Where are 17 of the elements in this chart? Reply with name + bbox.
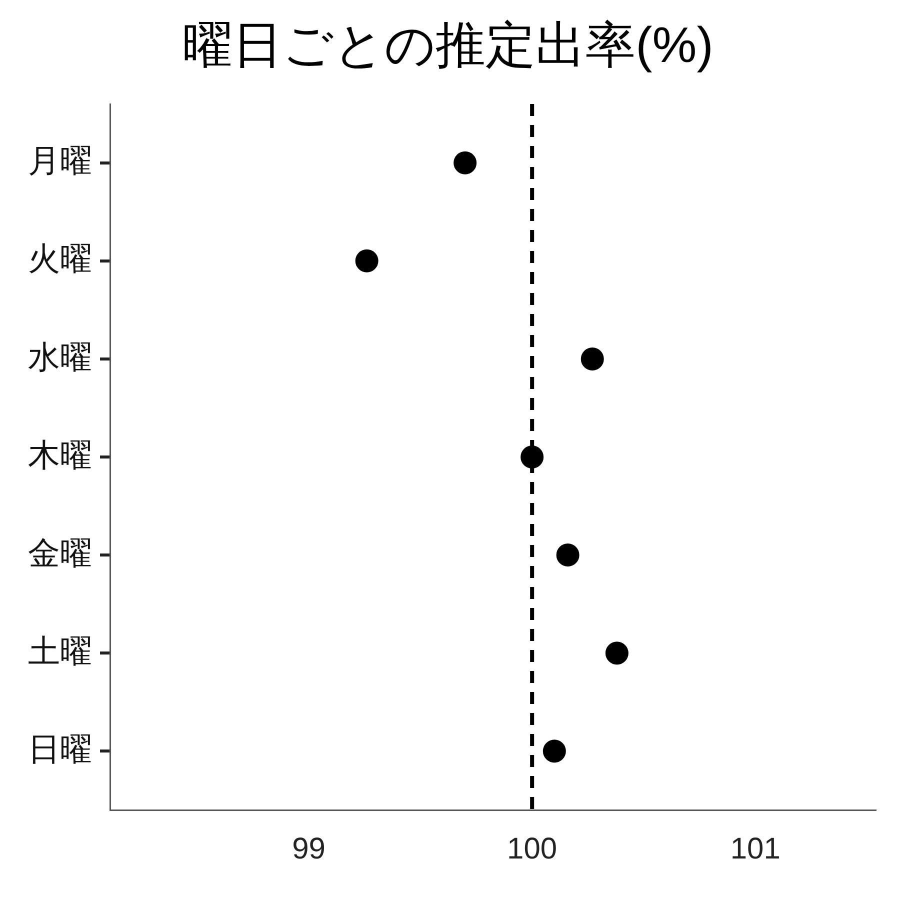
y-tick-label: 土曜 — [28, 632, 92, 669]
point — [580, 347, 604, 370]
y-tick-label: 木曜 — [28, 436, 92, 473]
point — [454, 151, 477, 174]
x-tick-label: 100 — [507, 832, 558, 866]
point — [542, 740, 566, 763]
y-tick-label: 金曜 — [28, 534, 92, 571]
y-tick-label: 日曜 — [28, 730, 92, 767]
y-tick-label: 月曜 — [28, 142, 92, 179]
x-tick-label: 99 — [292, 832, 326, 866]
x-tick-label: 101 — [730, 832, 780, 866]
point — [605, 642, 628, 665]
point — [556, 544, 580, 567]
chart-title: 曜日ごとの推定出率(%) — [182, 16, 714, 73]
y-tick-label: 水曜 — [28, 338, 92, 375]
y-tick-label: 火曜 — [28, 240, 92, 277]
point — [355, 249, 378, 272]
